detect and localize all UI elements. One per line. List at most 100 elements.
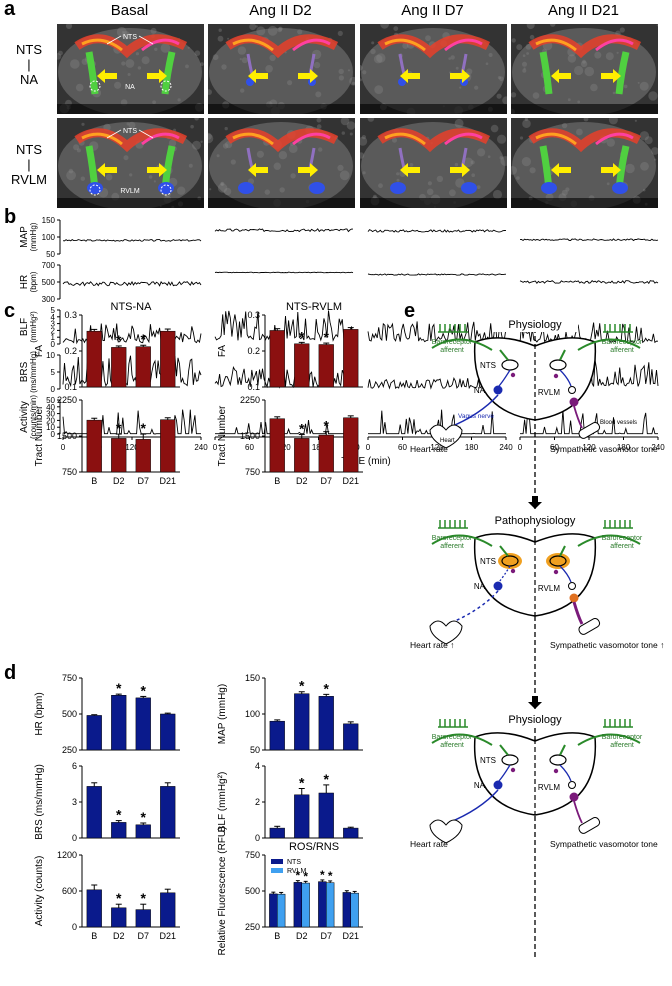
mri-texture xyxy=(370,48,376,55)
mri-texture xyxy=(519,136,524,140)
baroreceptor-label-right: Baroreceptor afferent xyxy=(602,535,643,550)
mri-texture xyxy=(239,58,242,61)
significance-marker: * xyxy=(324,680,330,696)
mri-texture xyxy=(549,24,556,27)
bar-ylabel: MAP (mmHg) xyxy=(217,684,228,744)
mri-texture xyxy=(316,124,322,129)
bar xyxy=(294,693,310,751)
mri-texture xyxy=(278,151,288,160)
mri-texture xyxy=(187,46,190,49)
mri-texture xyxy=(476,185,481,189)
interneuron-dot xyxy=(553,569,559,575)
mri-texture xyxy=(121,61,126,66)
output-right-label: Sympathetic vasomotor tone xyxy=(550,839,658,849)
heart-icon xyxy=(429,620,463,645)
mri-texture xyxy=(208,132,212,140)
nts-label: NTS xyxy=(480,557,496,566)
bar-ylabel: FA xyxy=(34,345,45,358)
mri-texture xyxy=(177,98,181,102)
bar-ytick-label: 3 xyxy=(72,797,77,807)
annotation-target: RVLM xyxy=(120,188,139,195)
mri-texture xyxy=(529,167,536,174)
panel-e-label: e xyxy=(404,300,416,322)
rvlm-label: RVLM xyxy=(538,783,560,792)
rvlm-blob-right xyxy=(158,182,174,194)
tract-nts-pink xyxy=(292,132,331,146)
trace-xtick-label: 120 xyxy=(430,443,444,452)
mri-texture xyxy=(524,118,529,122)
trace-ytick-label: 30 xyxy=(46,410,55,419)
mri-texture xyxy=(362,70,367,75)
annotation-target: NA xyxy=(125,84,135,91)
yellow-arrow-icon xyxy=(601,163,621,177)
afferent-into-nts xyxy=(559,349,566,361)
mri-texture xyxy=(450,55,455,60)
mri-texture xyxy=(526,24,535,30)
mri-texture xyxy=(341,131,345,135)
bar-ytick-label: 500 xyxy=(62,709,77,719)
trace-ylabel: BLF(mmHg²) xyxy=(19,311,38,343)
mri-texture xyxy=(360,78,362,82)
mri-texture xyxy=(192,140,201,150)
bar xyxy=(160,419,176,473)
down-arrow-icon xyxy=(528,696,542,709)
sympathetic-efferent xyxy=(573,405,583,429)
bar-ytick-label: 750 xyxy=(245,467,260,477)
trace-ytick-label: 0 xyxy=(51,430,56,439)
mri-texture xyxy=(485,62,489,65)
mri-texture xyxy=(511,38,516,43)
baroreceptor-label-left: Baroreceptor afferent xyxy=(432,535,473,550)
mri-tract-image xyxy=(360,118,507,208)
mri-texture xyxy=(396,178,400,182)
afferent-left xyxy=(431,733,493,746)
significance-marker: * xyxy=(299,775,305,791)
tract-nts-pink xyxy=(595,132,634,146)
baroreceptor-label-left: Baroreceptor afferent xyxy=(432,339,473,354)
bar-chart-title: NTS-NA xyxy=(111,301,153,313)
mri-texture xyxy=(224,126,228,131)
bar-ytick-label: 50 xyxy=(250,745,260,755)
mri-texture xyxy=(522,61,527,67)
mri-texture xyxy=(580,60,588,68)
afferent-right xyxy=(577,534,641,547)
trace-line xyxy=(62,409,201,435)
mri-texture xyxy=(425,35,431,41)
mri-texture xyxy=(160,43,171,53)
rvlm-blob-right xyxy=(461,182,477,194)
row-label-line: NTS xyxy=(16,142,42,157)
yellow-arrow-icon xyxy=(601,69,621,83)
mri-texture xyxy=(466,68,473,75)
bar-category-label: B xyxy=(274,476,280,486)
mri-texture xyxy=(639,81,649,91)
heart-icon xyxy=(429,424,463,449)
tract-left-fragment xyxy=(246,53,254,75)
mri-texture xyxy=(337,164,344,171)
yellow-arrow-icon xyxy=(248,69,268,83)
mri-texture xyxy=(605,52,614,61)
bar-ytick-label: 500 xyxy=(245,886,260,896)
mri-texture xyxy=(634,119,637,122)
trace-ytick-label: 40 xyxy=(46,403,55,412)
tract-left-fragment xyxy=(246,147,254,169)
column-title-basal: Basal xyxy=(110,2,149,19)
mri-texture xyxy=(380,24,389,29)
mri-tract-image: NTS RVLM xyxy=(57,118,204,208)
bar xyxy=(318,881,327,928)
mri-tract-drawing: NTS RVLM xyxy=(57,118,204,208)
trace-ytick-label: 50 xyxy=(46,396,55,405)
mri-texture xyxy=(642,188,646,192)
mri-texture xyxy=(200,140,203,143)
mri-texture xyxy=(68,168,74,174)
output-left-label: Heart rate ↑ xyxy=(410,640,454,650)
mri-texture xyxy=(492,189,503,200)
trace-line xyxy=(62,239,202,242)
mri-texture xyxy=(427,181,432,186)
mri-texture xyxy=(454,162,459,167)
bar xyxy=(318,696,334,751)
bar xyxy=(160,713,176,751)
trace-line xyxy=(62,280,202,287)
mri-texture xyxy=(371,41,375,45)
row-label-nts-rvlm: NTS | RVLM xyxy=(4,142,54,187)
mri-texture xyxy=(227,37,230,40)
mri-texture xyxy=(639,131,650,141)
